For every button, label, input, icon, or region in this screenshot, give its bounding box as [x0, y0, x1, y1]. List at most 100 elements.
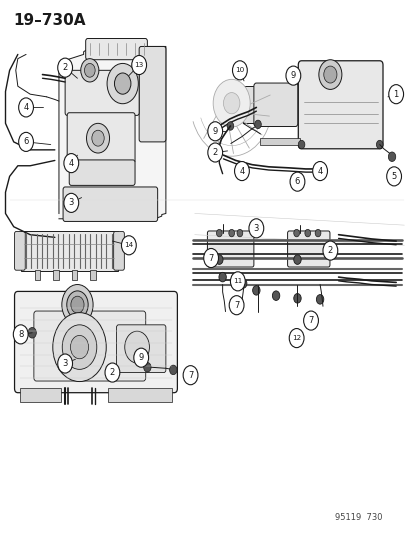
Circle shape — [143, 362, 151, 372]
Circle shape — [298, 140, 304, 149]
Circle shape — [312, 161, 327, 181]
FancyBboxPatch shape — [14, 292, 177, 393]
FancyBboxPatch shape — [253, 83, 297, 126]
Circle shape — [70, 335, 88, 359]
Circle shape — [114, 73, 131, 94]
Text: 19–730A: 19–730A — [14, 13, 86, 28]
Text: 4: 4 — [317, 166, 322, 175]
Circle shape — [232, 61, 247, 80]
Circle shape — [218, 272, 226, 282]
Circle shape — [387, 152, 395, 161]
Circle shape — [71, 296, 84, 313]
FancyBboxPatch shape — [85, 38, 147, 60]
Text: 2: 2 — [62, 63, 68, 72]
FancyBboxPatch shape — [116, 325, 166, 373]
Circle shape — [216, 229, 222, 237]
Circle shape — [169, 365, 176, 375]
Text: 7: 7 — [308, 316, 313, 325]
Text: 11: 11 — [233, 278, 242, 284]
Circle shape — [105, 363, 119, 382]
Circle shape — [293, 294, 300, 303]
Text: 7: 7 — [233, 301, 239, 310]
Circle shape — [289, 328, 303, 348]
Text: 14: 14 — [124, 243, 133, 248]
Text: 13: 13 — [134, 62, 143, 68]
Circle shape — [19, 98, 33, 117]
Text: 9: 9 — [290, 71, 295, 80]
Circle shape — [316, 295, 323, 304]
Bar — [71, 270, 77, 280]
FancyBboxPatch shape — [63, 187, 157, 221]
Text: 3: 3 — [62, 359, 68, 368]
FancyBboxPatch shape — [207, 231, 253, 267]
Circle shape — [234, 161, 249, 181]
Text: 10: 10 — [235, 67, 244, 74]
Text: 3: 3 — [253, 224, 259, 233]
FancyBboxPatch shape — [139, 46, 166, 142]
Text: 9: 9 — [138, 353, 143, 362]
Circle shape — [19, 132, 33, 151]
Circle shape — [84, 63, 95, 77]
Circle shape — [62, 285, 93, 325]
Circle shape — [28, 327, 36, 338]
Circle shape — [64, 193, 78, 213]
Text: 4: 4 — [24, 103, 28, 112]
Text: 9: 9 — [212, 127, 217, 136]
Bar — [20, 389, 61, 402]
FancyBboxPatch shape — [298, 61, 382, 149]
Text: 3: 3 — [69, 198, 74, 207]
Bar — [242, 86, 261, 123]
FancyBboxPatch shape — [114, 231, 124, 270]
Circle shape — [66, 291, 88, 318]
Circle shape — [92, 130, 104, 146]
Circle shape — [13, 325, 28, 344]
Text: 5: 5 — [391, 172, 396, 181]
Text: 1: 1 — [393, 90, 398, 99]
Circle shape — [131, 55, 146, 75]
Circle shape — [230, 272, 244, 291]
Text: 4: 4 — [239, 166, 244, 175]
Circle shape — [207, 143, 222, 162]
Circle shape — [314, 229, 320, 237]
Circle shape — [215, 255, 223, 264]
Circle shape — [81, 59, 99, 82]
Circle shape — [293, 255, 300, 264]
Text: 7: 7 — [188, 370, 193, 379]
Circle shape — [227, 122, 233, 130]
Circle shape — [57, 58, 72, 77]
Circle shape — [285, 66, 300, 85]
Circle shape — [237, 229, 242, 237]
FancyBboxPatch shape — [34, 311, 145, 381]
Circle shape — [254, 120, 261, 128]
Circle shape — [386, 167, 401, 186]
Bar — [35, 270, 40, 280]
Bar — [108, 389, 172, 402]
Circle shape — [228, 229, 234, 237]
Circle shape — [375, 140, 382, 149]
Circle shape — [121, 236, 136, 255]
Circle shape — [252, 286, 259, 295]
Text: 2: 2 — [212, 148, 217, 157]
Circle shape — [203, 248, 218, 268]
Text: 4: 4 — [69, 159, 74, 167]
Circle shape — [86, 123, 109, 153]
Bar — [260, 138, 299, 144]
Bar — [53, 270, 59, 280]
Circle shape — [290, 172, 304, 191]
Circle shape — [62, 325, 97, 369]
Circle shape — [57, 354, 72, 373]
Circle shape — [124, 331, 149, 363]
Circle shape — [229, 296, 243, 315]
Circle shape — [223, 93, 239, 114]
Circle shape — [239, 279, 246, 288]
Circle shape — [64, 154, 78, 173]
Circle shape — [207, 122, 222, 141]
Circle shape — [53, 313, 106, 382]
FancyBboxPatch shape — [69, 160, 135, 185]
Text: 95119  730: 95119 730 — [335, 513, 382, 522]
Bar — [21, 231, 117, 271]
Circle shape — [272, 291, 279, 301]
FancyBboxPatch shape — [287, 231, 329, 267]
Circle shape — [318, 60, 341, 90]
Circle shape — [304, 229, 310, 237]
